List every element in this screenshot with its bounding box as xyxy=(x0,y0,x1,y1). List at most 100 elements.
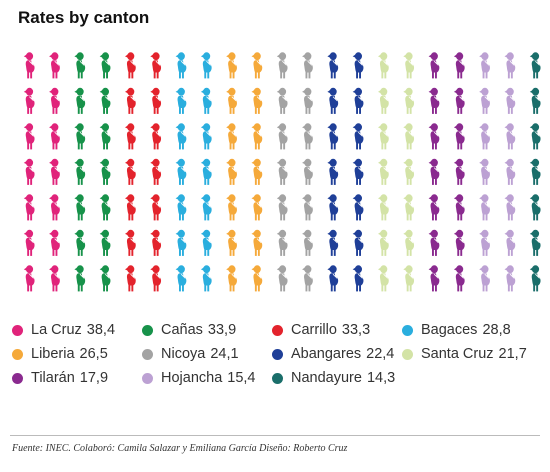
icon-bagaces-6 xyxy=(175,229,187,256)
icon-ca-as-7 xyxy=(74,265,86,292)
legend-swatch xyxy=(142,348,153,360)
legend-value: 22,4 xyxy=(366,346,395,362)
icon-liberia-4 xyxy=(226,158,237,185)
icon-bagaces-5 xyxy=(175,194,187,221)
icon-tilar-n-3 xyxy=(428,123,440,150)
icon-ca-as-5 xyxy=(74,194,86,221)
icon-santa-cruz-9 xyxy=(403,87,415,114)
icon-la-cruz-10 xyxy=(49,123,60,150)
icon-nicoya-9 xyxy=(302,87,313,114)
legend-value: 14,3 xyxy=(366,370,396,386)
icon-santa-cruz-6 xyxy=(378,229,389,256)
icon-la-cruz-6 xyxy=(23,229,35,256)
icon-santa-cruz-2 xyxy=(378,87,389,114)
icon-carrillo-9 xyxy=(150,87,162,114)
source-note: Fuente: INEC. Colaboró: Camila Salazar y… xyxy=(12,443,348,454)
legend-swatch xyxy=(272,372,283,384)
icon-liberia-6 xyxy=(226,229,237,256)
chart-title: Rates by canton xyxy=(18,8,150,27)
legend-swatch xyxy=(142,324,153,336)
icon-carrillo-4 xyxy=(125,158,136,185)
legend-value: 24,1 xyxy=(210,346,239,362)
icon-hojancha-13 xyxy=(504,229,516,256)
icon-nandayure-7 xyxy=(529,265,541,292)
legend-item: Bagaces 28,8 xyxy=(402,322,511,338)
legend-item: Carrillo 33,3 xyxy=(272,322,370,338)
icon-la-cruz-8 xyxy=(49,52,60,79)
icon-liberia-13 xyxy=(251,229,263,256)
icon-nicoya-7 xyxy=(276,265,288,292)
icon-nandayure-3 xyxy=(529,123,541,150)
icon-la-cruz-1 xyxy=(23,52,35,79)
icon-santa-cruz-4 xyxy=(378,158,389,185)
icon-bagaces-3 xyxy=(175,123,187,150)
legend-swatch xyxy=(12,348,23,360)
icon-carrillo-1 xyxy=(125,52,136,79)
icon-hojancha-9 xyxy=(504,87,516,114)
legend-item: La Cruz 38,4 xyxy=(12,322,115,338)
icon-carrillo-10 xyxy=(150,123,162,150)
legend-item: Hojancha 15,4 xyxy=(142,370,256,386)
icon-nicoya-2 xyxy=(276,87,288,114)
icon-hojancha-6 xyxy=(479,229,490,256)
icon-hojancha-3 xyxy=(479,123,490,150)
legend-label: Cañas xyxy=(161,322,203,338)
icon-carrillo-3 xyxy=(125,123,136,150)
icon-ca-as-6 xyxy=(74,229,86,256)
icon-tilar-n-13 xyxy=(453,229,465,256)
icon-nandayure-6 xyxy=(529,229,541,256)
icon-ca-as-2 xyxy=(74,87,86,114)
icon-nicoya-11 xyxy=(302,158,313,185)
legend-label: Hojancha xyxy=(161,370,223,386)
icon-nicoya-14 xyxy=(302,265,313,292)
legend-value: 33,9 xyxy=(207,322,237,338)
icon-abangares-6 xyxy=(327,229,339,256)
icon-nicoya-3 xyxy=(276,123,288,150)
icon-bagaces-8 xyxy=(200,52,212,79)
icon-la-cruz-13 xyxy=(49,229,60,256)
icon-nicoya-13 xyxy=(302,229,313,256)
icon-nandayure-5 xyxy=(529,194,541,221)
icon-abangares-12 xyxy=(352,194,364,221)
legend-swatch xyxy=(402,324,413,336)
icon-la-cruz-4 xyxy=(23,158,35,185)
icon-hojancha-5 xyxy=(479,194,490,221)
legend-label: Abangares xyxy=(291,346,362,362)
legend-label: La Cruz xyxy=(31,322,82,338)
icon-nicoya-12 xyxy=(302,194,313,221)
icon-bagaces-4 xyxy=(175,158,187,185)
legend-item: Liberia 26,5 xyxy=(12,346,108,362)
icon-tilar-n-14 xyxy=(453,265,465,292)
icon-ca-as-10 xyxy=(99,123,111,150)
icon-nicoya-5 xyxy=(276,194,288,221)
icon-tilar-n-6 xyxy=(428,229,440,256)
icon-santa-cruz-3 xyxy=(378,123,389,150)
icon-carrillo-12 xyxy=(150,194,162,221)
icon-santa-cruz-10 xyxy=(403,123,415,150)
icon-carrillo-13 xyxy=(150,229,162,256)
icon-tilar-n-2 xyxy=(428,87,440,114)
icon-liberia-9 xyxy=(251,87,263,114)
legend-label: Tilarán xyxy=(31,370,75,386)
icon-abangares-10 xyxy=(352,123,364,150)
legend-swatch xyxy=(402,348,413,360)
icon-ca-as-12 xyxy=(99,194,111,221)
icon-liberia-14 xyxy=(251,265,263,292)
icon-la-cruz-11 xyxy=(49,158,60,185)
icon-carrillo-7 xyxy=(125,265,136,292)
legend-item: Nicoya 24,1 xyxy=(142,346,239,362)
icon-abangares-9 xyxy=(352,87,364,114)
icon-tilar-n-5 xyxy=(428,194,440,221)
icon-ca-as-1 xyxy=(74,52,86,79)
icon-nandayure-4 xyxy=(529,158,541,185)
legend-label: Bagaces xyxy=(421,322,478,338)
icon-carrillo-6 xyxy=(125,229,136,256)
icon-nicoya-1 xyxy=(276,52,288,79)
legend-value: 33,3 xyxy=(341,322,371,338)
icon-ca-as-3 xyxy=(74,123,86,150)
icon-nandayure-2 xyxy=(529,87,541,114)
icon-abangares-11 xyxy=(352,158,364,185)
legend-label: Santa Cruz xyxy=(421,346,494,362)
legend-swatch xyxy=(12,372,23,384)
icon-abangares-3 xyxy=(327,123,339,150)
